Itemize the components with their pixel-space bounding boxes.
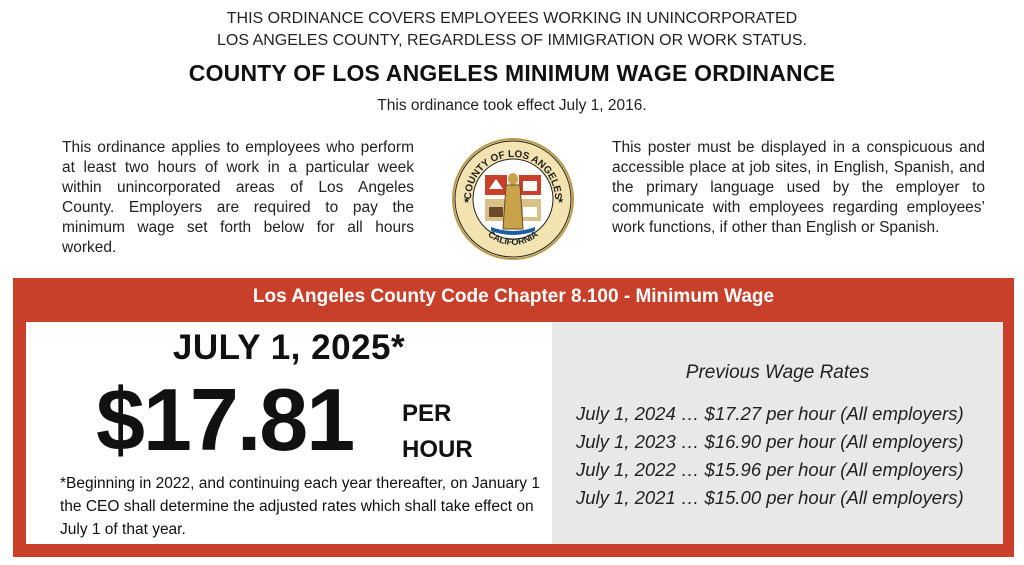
applicability-paragraph: This ordinance applies to employees who … [62, 139, 414, 256]
per-hour-label: PER HOUR [402, 396, 473, 468]
previous-rate-item: July 1, 2023 … $16.90 per hour (All empl… [576, 431, 964, 452]
current-wage-amount: $17.81 [96, 370, 355, 469]
previous-rates-list: July 1, 2024 … $17.27 per hour (All empl… [576, 400, 996, 512]
previous-rate-item: July 1, 2024 … $17.27 per hour (All empl… [576, 403, 964, 424]
display-requirement-paragraph: This poster must be displayed in a consp… [612, 139, 985, 236]
coverage-notice-line-1: THIS ORDINANCE COVERS EMPLOYEES WORKING … [226, 10, 798, 27]
coverage-notice-line-2: LOS ANGELES COUNTY, REGARDLESS OF IMMIGR… [216, 32, 807, 49]
page-title: COUNTY OF LOS ANGELES MINIMUM WAGE ORDIN… [188, 60, 836, 86]
previous-rates-title: Previous Wage Rates [685, 362, 870, 383]
current-wage-date: JULY 1, 2025* [172, 328, 406, 367]
minimum-wage-box: Los Angeles County Code Chapter 8.100 - … [13, 278, 1014, 557]
code-chapter-header: Los Angeles County Code Chapter 8.100 - … [252, 286, 775, 307]
adjustment-footnote: *Beginning in 2022, and continuing each … [60, 475, 540, 538]
current-wage-panel: JULY 1, 2025* $17.81 PER HOUR *Beginning… [26, 322, 552, 544]
previous-rate-item: July 1, 2021 … $15.00 per hour (All empl… [576, 487, 964, 508]
county-seal-icon: COUNTY OF LOS ANGELES CALIFORNIA ★ ★ [452, 138, 574, 260]
effective-date-text: This ordinance took effect July 1, 2016. [377, 97, 647, 114]
previous-rates-panel: Previous Wage Rates July 1, 2024 … $17.2… [552, 322, 1003, 544]
previous-rate-item: July 1, 2022 … $15.96 per hour (All empl… [576, 459, 964, 480]
svg-text:★: ★ [463, 196, 470, 205]
coverage-notice: THIS ORDINANCE COVERS EMPLOYEES WORKING … [0, 8, 1024, 52]
per-label: PER [402, 400, 452, 427]
hour-label: HOUR [402, 436, 473, 463]
svg-text:★: ★ [557, 196, 564, 205]
